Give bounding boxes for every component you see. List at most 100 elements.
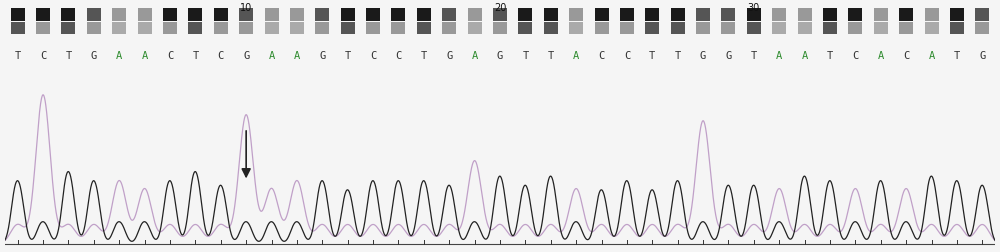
Bar: [11, 9, 25, 22]
Bar: [493, 23, 507, 35]
Bar: [214, 9, 228, 22]
Text: T: T: [192, 51, 199, 60]
Text: A: A: [801, 51, 808, 60]
Bar: [341, 9, 355, 22]
Text: 30: 30: [748, 3, 760, 13]
Text: T: T: [345, 51, 351, 60]
Bar: [595, 23, 609, 35]
Bar: [595, 9, 609, 22]
Bar: [417, 9, 431, 22]
Bar: [214, 23, 228, 35]
Text: A: A: [268, 51, 275, 60]
Bar: [290, 9, 304, 22]
Bar: [798, 23, 812, 35]
Bar: [341, 23, 355, 35]
Bar: [112, 9, 126, 22]
Bar: [290, 23, 304, 35]
Text: C: C: [852, 51, 859, 60]
Text: A: A: [141, 51, 148, 60]
Bar: [823, 9, 837, 22]
Bar: [391, 23, 405, 35]
Text: A: A: [878, 51, 884, 60]
Bar: [36, 23, 50, 35]
Bar: [620, 23, 634, 35]
Text: G: G: [700, 51, 706, 60]
Bar: [721, 9, 735, 22]
Bar: [112, 23, 126, 35]
Bar: [239, 23, 253, 35]
Text: G: G: [725, 51, 732, 60]
Bar: [138, 9, 152, 22]
Bar: [569, 9, 583, 22]
Text: C: C: [598, 51, 605, 60]
Text: G: G: [497, 51, 503, 60]
Bar: [721, 23, 735, 35]
Text: C: C: [167, 51, 173, 60]
Bar: [163, 23, 177, 35]
Bar: [696, 9, 710, 22]
Bar: [188, 9, 202, 22]
Bar: [848, 23, 862, 35]
Bar: [645, 9, 659, 22]
Bar: [366, 23, 380, 35]
Text: T: T: [548, 51, 554, 60]
Text: G: G: [979, 51, 985, 60]
Text: A: A: [294, 51, 300, 60]
Bar: [671, 9, 685, 22]
Text: T: T: [522, 51, 529, 60]
Bar: [87, 23, 101, 35]
Bar: [798, 9, 812, 22]
Bar: [315, 23, 329, 35]
Text: C: C: [218, 51, 224, 60]
Bar: [696, 23, 710, 35]
Bar: [417, 23, 431, 35]
Bar: [518, 9, 532, 22]
Bar: [87, 9, 101, 22]
Bar: [468, 23, 482, 35]
Text: G: G: [319, 51, 325, 60]
Bar: [950, 23, 964, 35]
Bar: [391, 9, 405, 22]
Text: T: T: [827, 51, 833, 60]
Text: 20: 20: [494, 3, 506, 13]
Bar: [265, 23, 279, 35]
Text: A: A: [776, 51, 782, 60]
Bar: [874, 23, 888, 35]
Bar: [163, 9, 177, 22]
Text: A: A: [471, 51, 478, 60]
Bar: [468, 9, 482, 22]
Bar: [848, 9, 862, 22]
Text: C: C: [40, 51, 46, 60]
Bar: [975, 23, 989, 35]
Bar: [645, 23, 659, 35]
Text: T: T: [15, 51, 21, 60]
Text: T: T: [954, 51, 960, 60]
Bar: [899, 9, 913, 22]
Text: T: T: [649, 51, 655, 60]
Bar: [239, 9, 253, 22]
Bar: [61, 9, 75, 22]
Bar: [671, 23, 685, 35]
Bar: [925, 23, 939, 35]
Bar: [61, 23, 75, 35]
Bar: [823, 23, 837, 35]
Bar: [11, 23, 25, 35]
Bar: [493, 9, 507, 22]
Bar: [138, 23, 152, 35]
Bar: [265, 9, 279, 22]
Bar: [620, 9, 634, 22]
Bar: [442, 23, 456, 35]
Text: G: G: [243, 51, 249, 60]
Text: T: T: [751, 51, 757, 60]
Bar: [772, 9, 786, 22]
Text: 10: 10: [240, 3, 252, 13]
Bar: [925, 9, 939, 22]
Text: T: T: [65, 51, 72, 60]
Bar: [188, 23, 202, 35]
Text: T: T: [675, 51, 681, 60]
Bar: [544, 23, 558, 35]
Text: C: C: [624, 51, 630, 60]
Text: T: T: [421, 51, 427, 60]
Text: C: C: [395, 51, 402, 60]
Bar: [975, 9, 989, 22]
